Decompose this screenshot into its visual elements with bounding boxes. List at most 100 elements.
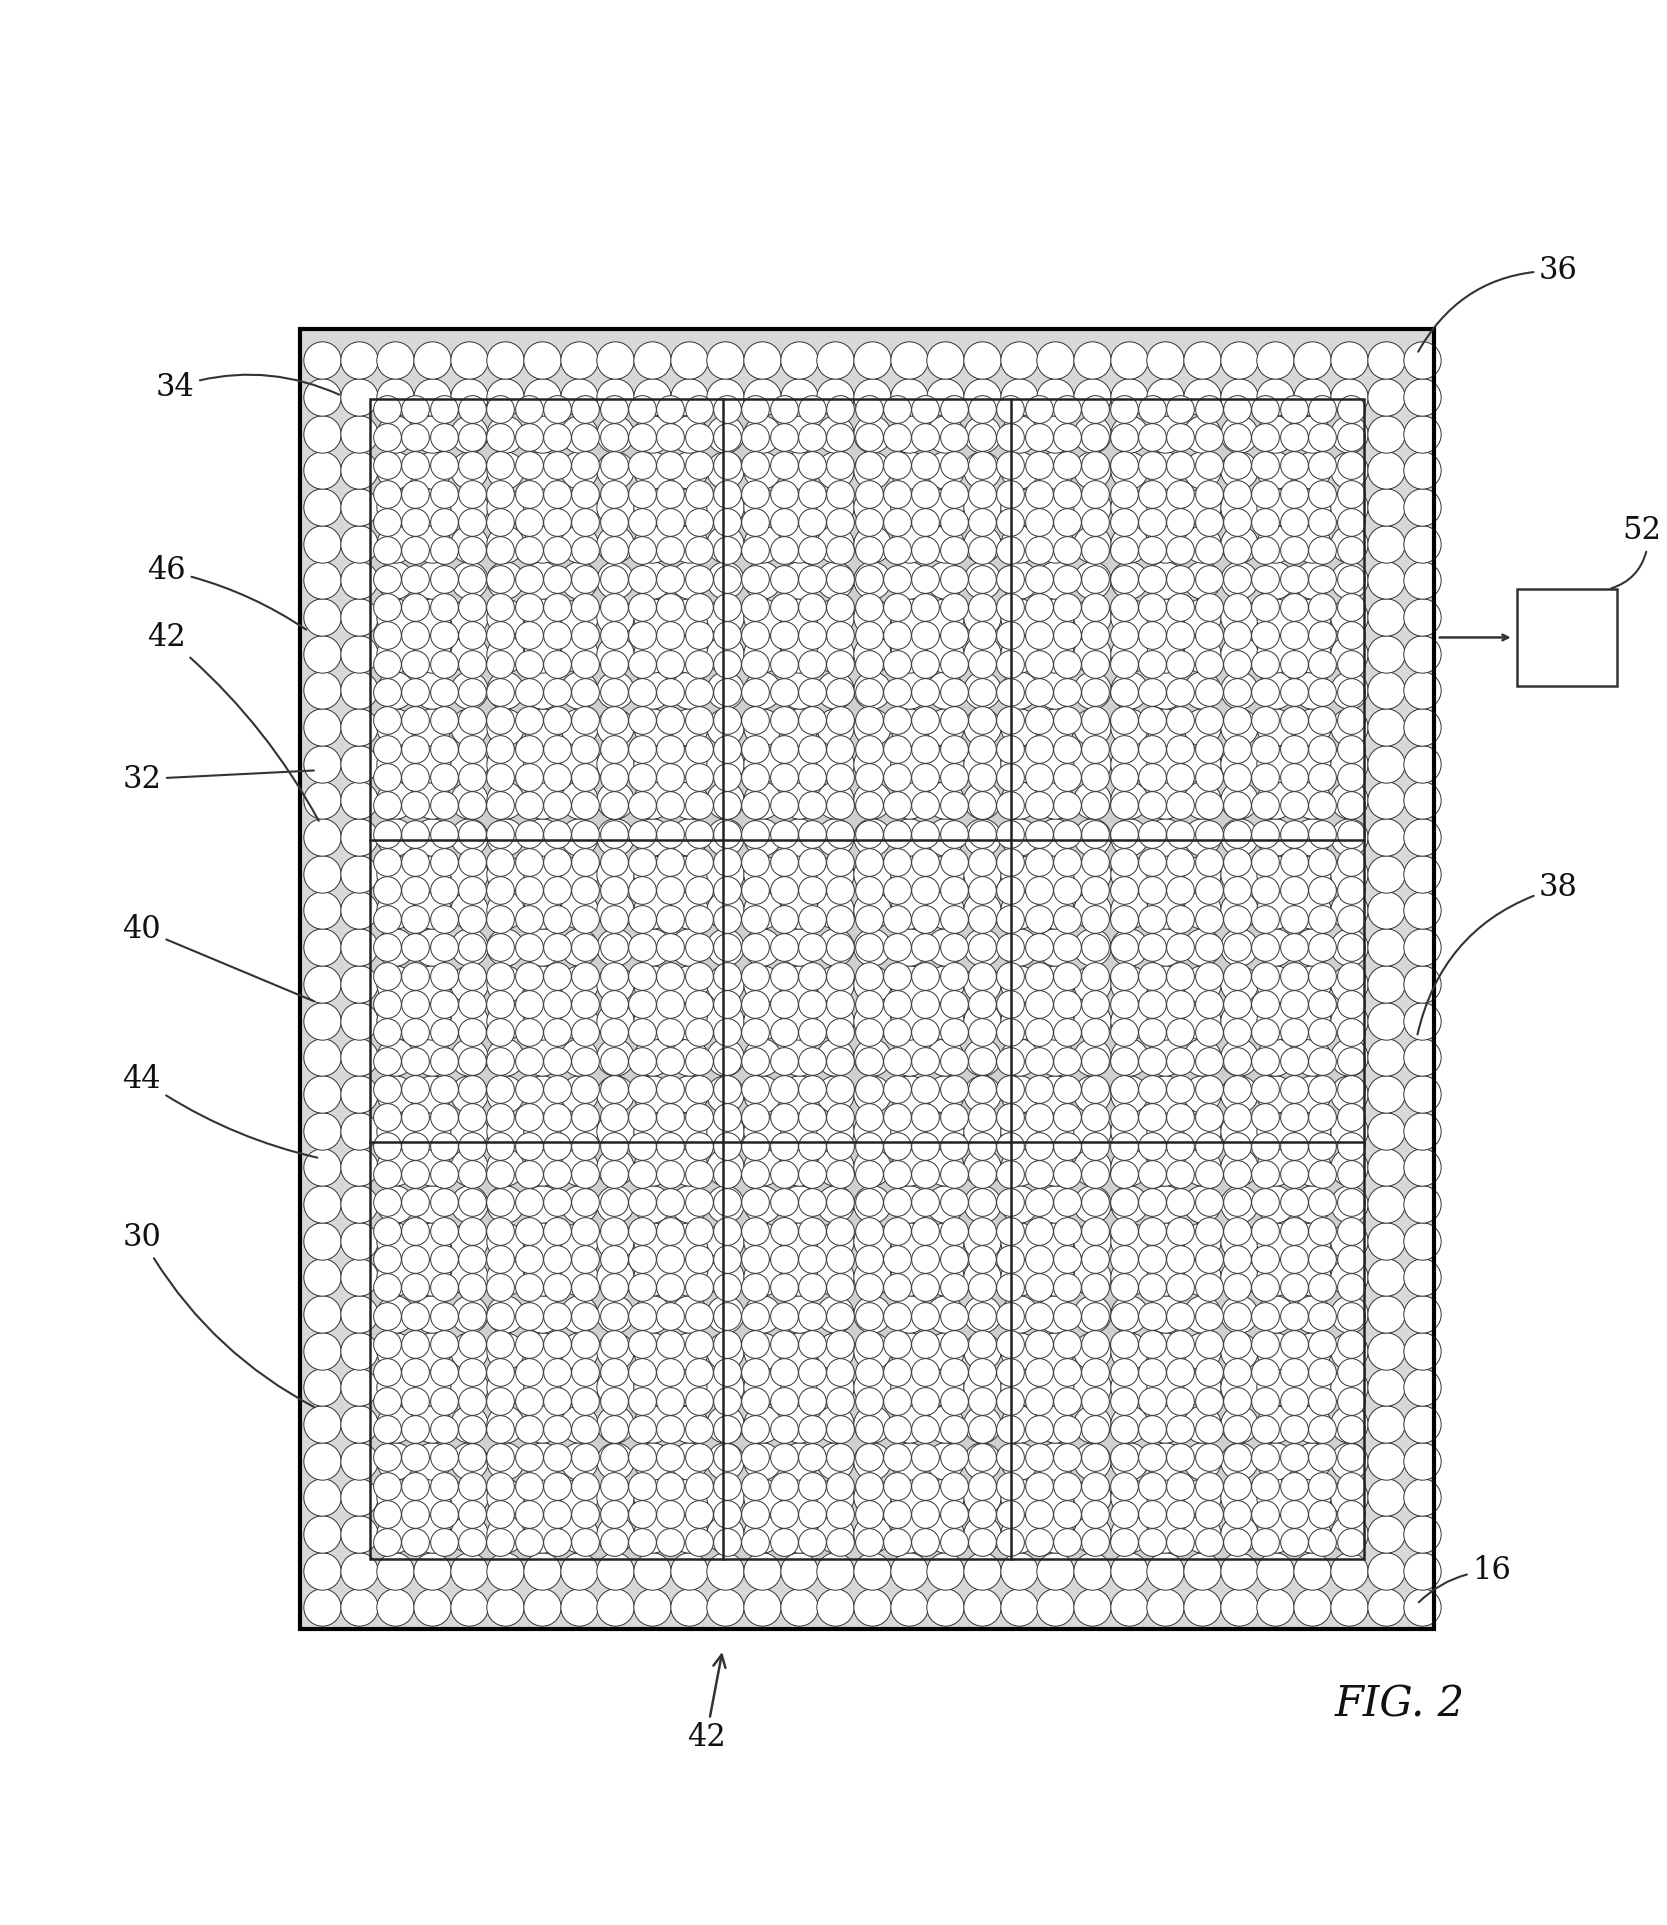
Point <box>1139 649 1165 680</box>
Point <box>515 1328 542 1359</box>
Point <box>785 1115 812 1145</box>
Point <box>455 1005 482 1036</box>
Point <box>1262 822 1289 853</box>
Point <box>822 345 849 375</box>
Point <box>1195 1074 1222 1105</box>
Point <box>1005 822 1032 853</box>
Point <box>940 1101 967 1132</box>
Point <box>675 603 702 633</box>
Point <box>748 639 775 670</box>
Point <box>1335 785 1362 816</box>
Point <box>1195 535 1222 566</box>
Point <box>1224 818 1250 849</box>
Point <box>1299 1005 1325 1036</box>
Point <box>345 1409 372 1440</box>
Point <box>602 1224 628 1255</box>
Point <box>827 762 854 793</box>
Point <box>657 620 683 651</box>
Point <box>685 649 712 680</box>
Point <box>685 903 712 934</box>
Point <box>515 818 542 849</box>
Point <box>969 932 995 962</box>
Point <box>1115 1409 1142 1440</box>
Point <box>345 932 372 962</box>
Point <box>859 676 885 706</box>
Point <box>1372 968 1399 999</box>
Point <box>932 1336 959 1367</box>
Point <box>895 345 922 375</box>
Point <box>382 381 408 412</box>
Point <box>1082 1016 1109 1047</box>
Point <box>572 876 598 907</box>
Point <box>430 1299 457 1330</box>
Point <box>1167 1045 1194 1076</box>
Point <box>1225 1446 1252 1476</box>
Point <box>602 1188 628 1219</box>
Point <box>822 1482 849 1513</box>
Point <box>1005 712 1032 743</box>
Point <box>785 381 812 412</box>
Point <box>712 1409 738 1440</box>
Point <box>373 818 400 849</box>
Point <box>1042 1555 1069 1586</box>
Point <box>1224 1130 1250 1161</box>
Point <box>402 1357 428 1388</box>
Point <box>969 564 995 595</box>
Point <box>515 479 542 510</box>
Point <box>798 1442 825 1473</box>
Point <box>748 345 775 375</box>
Point <box>1139 506 1165 537</box>
Point <box>382 895 408 926</box>
Point <box>1025 1357 1052 1388</box>
Text: 32: 32 <box>122 764 313 795</box>
Point <box>1225 932 1252 962</box>
Point <box>1054 1386 1080 1417</box>
Point <box>345 1519 372 1550</box>
Point <box>912 1074 939 1105</box>
Point <box>628 1074 655 1105</box>
Point <box>1280 1471 1307 1502</box>
Point <box>565 1592 592 1623</box>
Point <box>855 1386 882 1417</box>
Point <box>308 1336 335 1367</box>
Point <box>1280 393 1307 424</box>
Point <box>855 1357 882 1388</box>
Point <box>1252 733 1279 764</box>
Point <box>932 527 959 558</box>
Point <box>785 749 812 780</box>
Point <box>822 639 849 670</box>
Point <box>859 895 885 926</box>
Point <box>600 1074 627 1105</box>
Point <box>373 620 400 651</box>
Point <box>798 1498 825 1528</box>
Point <box>492 1041 518 1072</box>
Point <box>748 454 775 485</box>
Point <box>1167 422 1194 452</box>
Point <box>1280 1413 1307 1444</box>
Point <box>382 1482 408 1513</box>
Point <box>859 527 885 558</box>
Point <box>1025 1188 1052 1219</box>
Point <box>528 418 555 449</box>
Point <box>712 1041 738 1072</box>
Point <box>1280 649 1307 680</box>
Point <box>1335 1555 1362 1586</box>
Point <box>855 678 882 708</box>
Point <box>455 527 482 558</box>
Point <box>1252 1442 1279 1473</box>
Point <box>418 932 445 962</box>
Point <box>1225 968 1252 999</box>
Point <box>528 1446 555 1476</box>
Point <box>798 1471 825 1502</box>
Point <box>1082 479 1109 510</box>
Point <box>1262 1555 1289 1586</box>
Point <box>600 1130 627 1161</box>
Point <box>912 988 939 1018</box>
Point <box>458 479 485 510</box>
Point <box>657 733 683 764</box>
Point <box>713 789 740 820</box>
Point <box>1225 749 1252 780</box>
Point <box>1115 1519 1142 1550</box>
Point <box>657 903 683 934</box>
Point <box>1115 1005 1142 1036</box>
